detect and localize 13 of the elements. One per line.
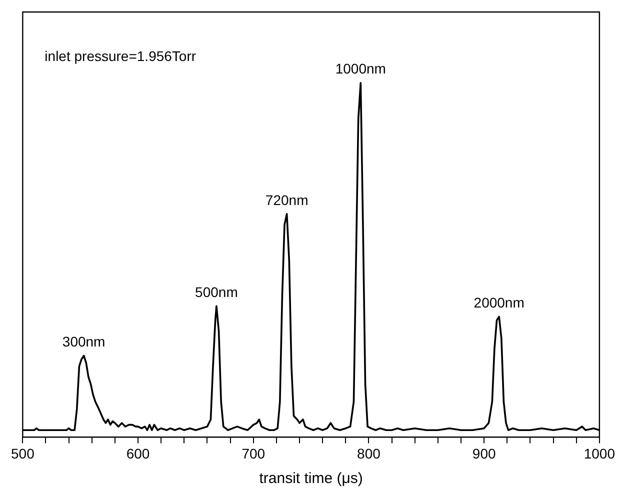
annotation: 500nm	[195, 284, 238, 300]
x-tick-label: 500	[11, 445, 35, 462]
annotation: 720nm	[265, 192, 308, 208]
annotation: 1000nm	[335, 60, 386, 77]
x-axis-title: transit time (μs)	[259, 470, 363, 488]
x-tick-label: 1000	[584, 445, 616, 462]
x-tick-label: 700	[242, 445, 266, 462]
x-tick-label: 800	[357, 445, 381, 462]
annotation: 300nm	[62, 334, 106, 350]
annotation: 2000nm	[474, 294, 524, 311]
x-tick-label: 900	[472, 445, 496, 462]
x-tick-label: 600	[126, 445, 150, 462]
text: inlet pressure=1.956Torr	[44, 48, 196, 64]
